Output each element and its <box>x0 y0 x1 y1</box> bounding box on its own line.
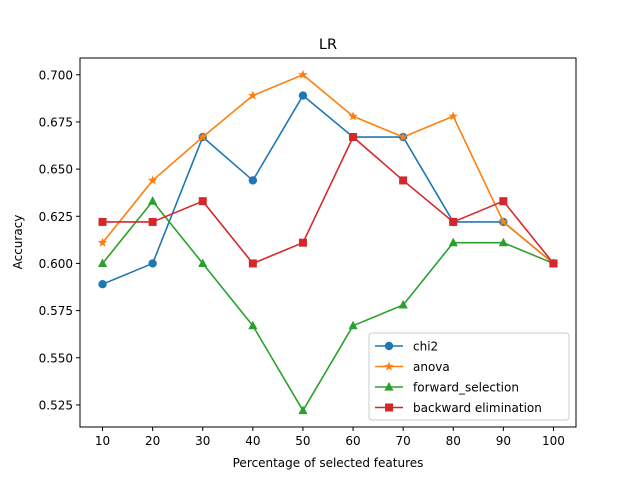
legend-label-chi2: chi2 <box>413 340 438 354</box>
data-point-forward-selection <box>97 258 108 268</box>
y-tick-label: 0.700 <box>39 68 73 82</box>
y-tick-label: 0.550 <box>39 351 73 365</box>
series-backward-elimination <box>98 133 558 268</box>
series-line-forward-selection <box>101 200 554 412</box>
data-point-anova <box>348 111 358 121</box>
plot-frame <box>79 57 577 428</box>
chart-title: LR <box>319 37 337 53</box>
data-point-backward-elimination <box>148 217 157 226</box>
data-point-chi2 <box>148 259 157 268</box>
y-tick-label: 0.575 <box>39 304 73 318</box>
data-point-anova <box>147 175 158 185</box>
y-tick-label: 0.675 <box>39 115 73 129</box>
legend-label-forward-selection: forward_selection <box>413 381 519 395</box>
data-point-forward-selection <box>148 196 158 205</box>
data-point-chi2 <box>298 91 308 100</box>
legend-entry-anova: anova <box>375 360 450 374</box>
data-point-anova <box>298 69 308 79</box>
data-point-anova <box>197 132 208 142</box>
series-line-chi2 <box>102 94 554 285</box>
x-tick-label: 30 <box>195 434 210 448</box>
x-tick-label: 40 <box>245 434 260 448</box>
data-point-anova <box>97 237 108 247</box>
data-point-backward-elimination <box>98 217 107 226</box>
y-tick-label: 0.625 <box>39 210 73 224</box>
legend-marker-anova <box>384 361 394 371</box>
data-point-anova <box>398 132 408 142</box>
x-axis: 10 20 30 40 50 60 70 80 90 100 <box>95 427 565 448</box>
x-tick-label: 80 <box>446 434 461 448</box>
x-tick-label: 100 <box>542 434 565 448</box>
y-tick-label: 0.525 <box>39 398 73 412</box>
data-point-backward-elimination <box>298 238 307 247</box>
y-tick-label: 0.650 <box>39 163 73 177</box>
data-point-backward-elimination <box>399 176 408 185</box>
y-axis: 0.525 0.550 0.575 0.600 0.625 0.650 0.675 0.700 <box>39 68 80 412</box>
data-point-forward-selection <box>448 237 458 247</box>
series-forward-selection <box>97 196 559 415</box>
x-tick-label: 70 <box>396 434 411 448</box>
data-point-backward-elimination <box>248 259 257 268</box>
legend-entry-forward-selection: forward_selection <box>375 381 519 395</box>
data-point-chi2 <box>248 176 258 185</box>
legend-entry-chi2: chi2 <box>375 340 438 354</box>
data-point-backward-elimination <box>198 197 207 206</box>
data-point-backward-elimination <box>499 197 508 206</box>
series-line-backward-elimination <box>102 136 555 265</box>
x-tick-label: 50 <box>295 434 310 448</box>
series-layer <box>97 69 559 415</box>
legend-entry-backward-elimination: backward elimination <box>375 401 542 415</box>
data-point-anova <box>498 216 509 226</box>
legend-marker-backward-elimination <box>385 403 393 412</box>
data-point-backward-elimination <box>349 133 358 142</box>
data-point-backward-elimination <box>449 217 458 226</box>
legend-label-backward-elimination: backward elimination <box>413 401 542 415</box>
series-line-anova <box>101 73 554 265</box>
data-point-forward-selection <box>498 237 508 247</box>
x-axis-label: Percentage of selected features <box>233 456 424 470</box>
data-point-forward-selection <box>248 320 258 330</box>
data-point-backward-elimination <box>549 259 558 268</box>
data-point-forward-selection <box>398 299 408 309</box>
y-axis-label: Accuracy <box>11 215 25 270</box>
data-point-anova <box>248 90 258 100</box>
legend-marker-chi2 <box>384 341 394 351</box>
x-tick-label: 20 <box>145 434 160 448</box>
data-point-chi2 <box>98 279 107 289</box>
x-tick-label: 90 <box>496 434 511 448</box>
x-tick-label: 10 <box>95 434 110 448</box>
x-tick-label: 60 <box>345 434 360 448</box>
data-point-forward-selection <box>298 405 308 415</box>
legend-label-anova: anova <box>413 360 450 374</box>
data-point-forward-selection <box>348 320 358 330</box>
data-point-anova <box>448 111 459 121</box>
legend: chi2 anova forward_selection backward elimi… <box>368 332 570 421</box>
data-point-forward-selection <box>198 258 208 268</box>
y-tick-label: 0.600 <box>39 257 73 271</box>
legend-marker-forward-selection <box>384 382 394 391</box>
legend-box <box>368 332 570 421</box>
